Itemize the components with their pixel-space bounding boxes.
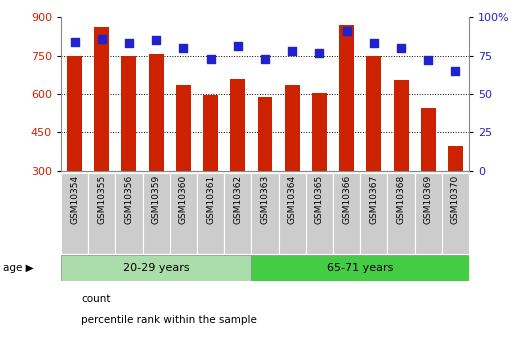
Bar <box>251 172 279 254</box>
Bar <box>258 97 272 171</box>
Bar <box>149 55 164 171</box>
Bar <box>442 172 469 254</box>
Bar <box>224 172 251 254</box>
Text: 65-71 years: 65-71 years <box>327 263 393 273</box>
Text: GSM10361: GSM10361 <box>206 175 215 224</box>
Point <box>70 39 79 45</box>
Point <box>125 41 133 46</box>
Bar <box>279 172 306 254</box>
Text: GSM10364: GSM10364 <box>288 175 297 224</box>
Bar <box>88 172 116 254</box>
Bar <box>94 28 109 171</box>
Point <box>206 56 215 61</box>
Text: count: count <box>81 295 111 304</box>
Bar <box>387 172 414 254</box>
Point <box>288 48 296 54</box>
Text: GSM10355: GSM10355 <box>98 175 106 224</box>
Point <box>369 41 378 46</box>
Text: GSM10356: GSM10356 <box>125 175 134 224</box>
Bar <box>203 95 218 171</box>
Bar <box>360 172 387 254</box>
Bar <box>121 56 136 171</box>
Bar <box>339 25 354 171</box>
Text: GSM10359: GSM10359 <box>152 175 161 224</box>
Point <box>342 28 351 34</box>
Text: GSM10366: GSM10366 <box>342 175 351 224</box>
Bar <box>285 85 299 171</box>
Text: GSM10360: GSM10360 <box>179 175 188 224</box>
Bar <box>170 172 197 254</box>
Point <box>261 56 269 61</box>
Bar <box>197 172 224 254</box>
Bar <box>306 172 333 254</box>
Bar <box>61 255 251 281</box>
Text: GSM10362: GSM10362 <box>233 175 242 224</box>
Text: GSM10367: GSM10367 <box>369 175 378 224</box>
Point <box>98 36 106 41</box>
Bar <box>251 255 469 281</box>
Bar <box>448 147 463 171</box>
Bar <box>143 172 170 254</box>
Point <box>179 45 188 51</box>
Point <box>424 58 432 63</box>
Point <box>451 68 460 74</box>
Bar <box>176 85 191 171</box>
Bar <box>414 172 442 254</box>
Bar <box>366 56 381 171</box>
Bar <box>61 172 88 254</box>
Bar <box>116 172 143 254</box>
Bar <box>231 79 245 171</box>
Bar <box>67 56 82 171</box>
Text: GSM10370: GSM10370 <box>451 175 460 224</box>
Bar <box>394 80 409 171</box>
Point <box>397 45 405 51</box>
Bar <box>312 93 327 171</box>
Point <box>234 44 242 49</box>
Point <box>315 50 324 55</box>
Text: percentile rank within the sample: percentile rank within the sample <box>81 315 257 325</box>
Point <box>152 38 161 43</box>
Text: GSM10365: GSM10365 <box>315 175 324 224</box>
Text: GSM10369: GSM10369 <box>424 175 432 224</box>
Text: GSM10354: GSM10354 <box>70 175 79 224</box>
Text: age ▶: age ▶ <box>3 263 33 273</box>
Bar <box>421 108 436 171</box>
Bar <box>333 172 360 254</box>
Text: GSM10368: GSM10368 <box>396 175 405 224</box>
Text: GSM10363: GSM10363 <box>261 175 269 224</box>
Text: 20-29 years: 20-29 years <box>123 263 190 273</box>
